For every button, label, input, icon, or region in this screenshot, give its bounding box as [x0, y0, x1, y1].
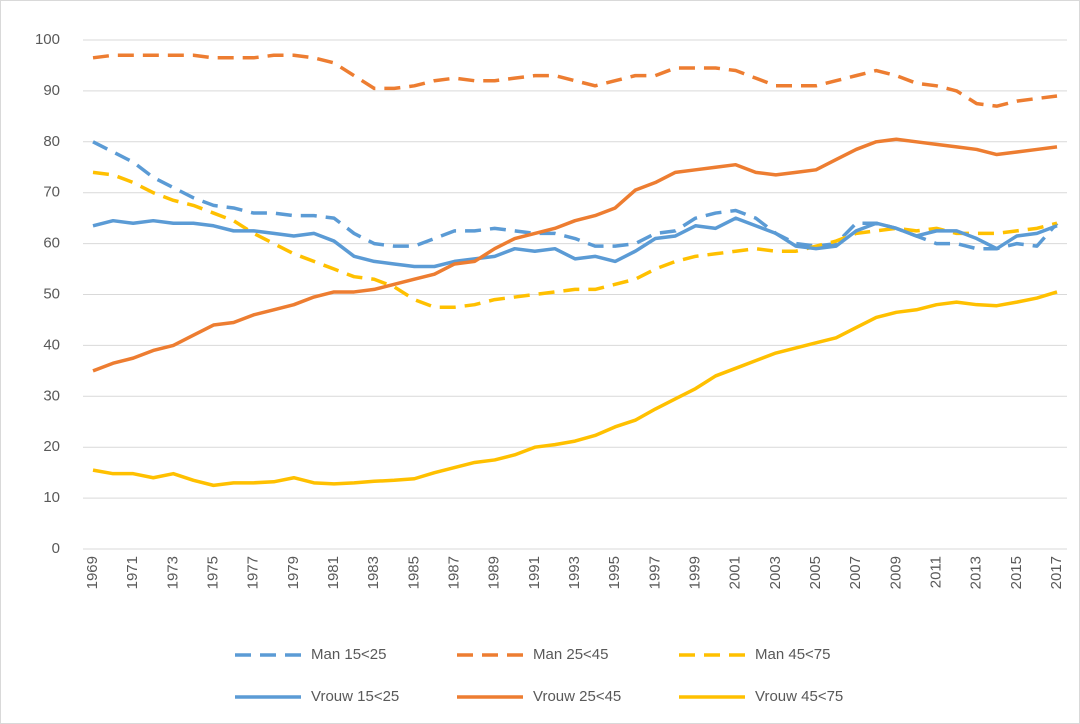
series-line [92, 53, 1058, 108]
y-tick-label: 100 [35, 31, 60, 48]
legend-label: Vrouw 15<25 [311, 688, 399, 705]
x-tick-label: 1973 [164, 556, 181, 589]
series-line [92, 137, 1058, 373]
x-tick-label: 1981 [325, 556, 342, 589]
x-tick-label: 1987 [445, 556, 462, 589]
legend-label: Man 15<25 [311, 646, 386, 663]
x-tick-label: 1985 [405, 556, 422, 589]
x-tick-label: 1975 [204, 556, 221, 589]
x-tick-label: 1977 [245, 556, 262, 589]
x-tick-label: 2001 [727, 556, 744, 589]
x-tick-label: 2013 [968, 556, 985, 589]
x-tick-label: 1995 [606, 556, 623, 589]
x-tick-label: 1983 [365, 556, 382, 589]
x-tick-label: 2015 [1008, 556, 1025, 589]
x-tick-label: 2007 [847, 556, 864, 589]
y-tick-label: 70 [43, 184, 60, 201]
x-tick-label: 2005 [807, 556, 824, 589]
y-tick-label: 10 [43, 489, 60, 506]
y-tick-label: 40 [43, 336, 60, 353]
x-tick-label: 1991 [526, 556, 543, 589]
x-tick-label: 1971 [124, 556, 141, 589]
series-line [92, 290, 1058, 488]
x-tick-label: 1979 [285, 556, 302, 589]
x-tick-label: 1989 [486, 556, 503, 589]
x-tick-label: 1993 [566, 556, 583, 589]
y-tick-label: 20 [43, 438, 60, 455]
legend-label: Man 25<45 [533, 646, 608, 663]
y-tick-label: 80 [43, 133, 60, 150]
y-tick-label: 30 [43, 387, 60, 404]
series-line [92, 216, 1058, 269]
x-tick-label: 2011 [927, 556, 944, 588]
legend-label: Vrouw 45<75 [755, 688, 843, 705]
y-tick-label: 60 [43, 235, 60, 252]
series-line [92, 170, 1058, 309]
y-tick-label: 50 [43, 285, 60, 302]
x-tick-label: 2003 [767, 556, 784, 589]
y-tick-label: 0 [52, 540, 60, 557]
y-tick-label: 90 [43, 82, 60, 99]
x-tick-label: 1997 [646, 556, 663, 589]
x-tick-label: 1969 [84, 556, 101, 589]
legend-label: Man 45<75 [755, 646, 830, 663]
x-tick-label: 1999 [686, 556, 703, 589]
legend-label: Vrouw 25<45 [533, 688, 621, 705]
x-tick-label: 2017 [1048, 556, 1065, 589]
x-tick-label: 2009 [887, 556, 904, 589]
